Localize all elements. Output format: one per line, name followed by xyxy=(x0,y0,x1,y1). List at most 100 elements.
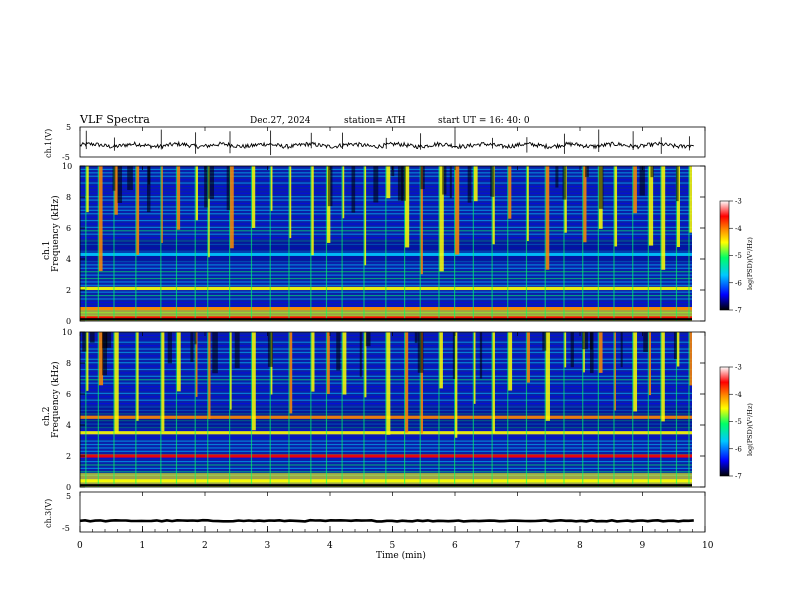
spectrogram-quiet-gap xyxy=(643,332,648,353)
spectrogram-burst xyxy=(98,166,103,272)
spectrogram-burst-streak xyxy=(385,332,387,487)
spectrogram-burst xyxy=(405,332,409,433)
spectrogram-burst-streak xyxy=(250,166,253,321)
spectrogram-emission-band xyxy=(80,479,692,483)
spectrogram-burst-streak xyxy=(675,166,678,321)
spectrogram-quiet-gap xyxy=(570,332,574,368)
spectrogram-burst xyxy=(508,332,513,391)
time-tick-label: 1 xyxy=(140,541,146,551)
spectrogram-quiet-gap xyxy=(117,166,123,203)
spectrogram-burst-streak xyxy=(194,166,196,321)
ch1-ytick-bottom: -5 xyxy=(62,153,70,162)
spectrogram-burst-streak xyxy=(341,332,343,487)
spectrogram-burst xyxy=(98,332,104,386)
spectrogram-texture-row xyxy=(80,294,692,297)
spectrogram-burst-streak xyxy=(404,332,406,487)
spectrogram-quiet-gap xyxy=(212,332,218,374)
spectrogram-burst xyxy=(161,332,165,432)
spectrogram-burst-streak xyxy=(175,166,178,321)
ch1-voltage-ylabel: ch.1(V) xyxy=(44,129,53,158)
ch1-colorbar-scale xyxy=(719,200,730,311)
spectrogram-burst xyxy=(420,332,423,434)
spectrogram-quiet-gap xyxy=(417,332,424,373)
colorbar-tick-label: -3 xyxy=(735,364,742,372)
spectrogram-burst xyxy=(508,166,512,219)
spectrogram-emission-band xyxy=(80,307,692,311)
spectrogram-burst-streak xyxy=(647,166,649,321)
spectrogram-quiet-gap xyxy=(204,166,208,208)
spectrogram-burst-streak xyxy=(363,332,365,487)
spectrogram-quiet-gap xyxy=(639,166,645,196)
ch1-voltage-trace xyxy=(79,140,695,150)
spectrogram-texture-row xyxy=(80,305,692,307)
spectrogram-burst xyxy=(251,332,256,431)
spectrogram-quiet-gap xyxy=(542,332,547,351)
spectrogram-burst xyxy=(633,332,638,412)
spectrogram-texture-row xyxy=(80,298,692,300)
spectrogram-quiet-gap xyxy=(194,332,197,345)
spectrogram-burst-streak xyxy=(688,166,690,321)
spectrogram-burst xyxy=(676,166,680,248)
spectrogram-burst xyxy=(326,332,330,394)
spectrogram-quiet-gap xyxy=(105,332,112,348)
spectrogram-burst-streak xyxy=(97,332,99,487)
spectrogram-burst-streak xyxy=(507,332,509,487)
frequency-tick-label: 2 xyxy=(66,452,71,461)
spectrogram-burst xyxy=(230,332,232,410)
spectrogram-burst xyxy=(583,332,585,373)
spectrogram-burst xyxy=(405,166,410,248)
time-tick-label: 4 xyxy=(327,541,333,551)
spectrogram-quiet-gap xyxy=(673,332,678,360)
ch2-colorbar: -3 -4 -5 -6 -7 log(PSD)(V²/Hz) xyxy=(719,364,754,481)
spectrogram-burst xyxy=(270,166,273,211)
ch1-frequency-ticks: 0 2 4 6 8 10 xyxy=(62,162,705,326)
spectrogram-burst xyxy=(136,332,139,421)
spectrogram-burst-streak xyxy=(325,332,328,487)
spectrogram-texture-row xyxy=(80,443,692,446)
spectrogram-burst-streak xyxy=(491,332,493,487)
ch2-spectrogram-panel: 0 2 4 6 8 10 ch.2 Frequency (kHz) xyxy=(42,328,706,492)
spectrogram-quiet-gap xyxy=(391,166,395,177)
spectrogram-quiet-gap xyxy=(373,166,379,203)
spectrogram-burst-streak xyxy=(660,166,662,321)
colorbar-tick-label: -3 xyxy=(735,198,742,206)
spectrogram-burst xyxy=(311,332,315,392)
spectrogram-texture-row xyxy=(80,440,692,442)
spectrogram-quiet-gap xyxy=(620,332,623,368)
ch2-frequency-ticks: 0 2 4 6 8 10 xyxy=(62,328,705,492)
ch2-spectrogram-image xyxy=(80,332,692,487)
spectrogram-quiet-gap xyxy=(208,166,215,199)
frequency-tick-label: 10 xyxy=(62,328,72,337)
spectrogram-burst-streak xyxy=(613,332,615,487)
spectrogram-texture-row xyxy=(80,437,692,439)
spectrogram-quiet-gap xyxy=(675,166,679,202)
spectrogram-baseline xyxy=(80,318,692,321)
spectrogram-quiet-gap xyxy=(190,332,194,362)
time-axis-label: Time (min) xyxy=(376,550,426,561)
spectrogram-burst xyxy=(492,166,495,245)
ch1-ytick-top: 5 xyxy=(66,123,71,132)
start-time-label: start UT = 16: 40: 0 xyxy=(438,116,530,126)
spectrogram-burst-streak xyxy=(207,332,209,487)
spectrogram-burst-streak xyxy=(363,166,365,321)
ch3-voltage-panel: 5 -5 ch.3(V) xyxy=(44,491,706,533)
spectrogram-burst-streak xyxy=(269,166,271,321)
spectrogram-quiet-gap xyxy=(127,166,133,191)
spectrogram-quiet-gap xyxy=(442,166,447,195)
spectrogram-burst-streak xyxy=(229,166,231,321)
spectrogram-emission-band xyxy=(80,286,692,291)
spectrogram-burst-streak xyxy=(632,166,634,321)
frequency-tick-label: 0 xyxy=(66,317,71,326)
colorbar-tick-label: -6 xyxy=(735,279,742,287)
spectrogram-texture-row xyxy=(80,447,692,449)
spectrogram-burst-streak xyxy=(454,166,456,321)
spectrogram-texture-row xyxy=(80,464,692,466)
colorbar-tick-label: -5 xyxy=(735,252,742,260)
spectrogram-quiet-gap xyxy=(359,332,362,377)
spectrogram-quiet-gap xyxy=(226,166,230,211)
spectrogram-burst-streak xyxy=(341,166,343,321)
spectrogram-burst xyxy=(289,332,293,414)
time-tick-label: 8 xyxy=(577,541,583,551)
spectrogram-burst-streak xyxy=(438,166,440,321)
